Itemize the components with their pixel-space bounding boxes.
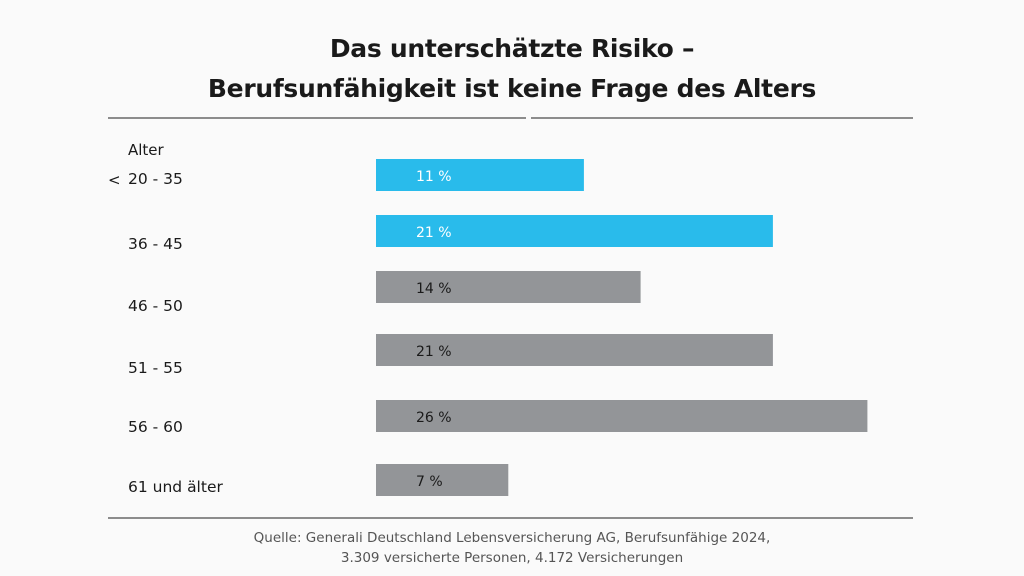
bar-5 [376, 400, 868, 432]
top-divider-right [531, 117, 913, 119]
bar-4 [376, 334, 773, 366]
data-label-4: 21 % [416, 344, 452, 360]
category-label-2: 36 - 45 [128, 235, 183, 253]
data-label-5: 26 % [416, 410, 452, 426]
data-label-2: 21 % [416, 225, 452, 241]
category-label-4: 51 - 55 [128, 359, 183, 377]
top-divider-left [108, 117, 526, 119]
category-label-3: 46 - 50 [128, 297, 183, 315]
category-label-6: 61 und älter [128, 478, 223, 496]
data-label-1: 11 % [416, 169, 452, 185]
bottom-divider [108, 517, 913, 519]
bar-1 [376, 159, 584, 191]
bar-6 [376, 464, 509, 496]
source-line-2: 3.309 versicherte Personen, 4.172 Versic… [340, 550, 684, 566]
bar-3 [376, 271, 641, 303]
bar-2 [376, 215, 773, 247]
data-label-6: 7 % [416, 474, 443, 490]
category-label-1: 20 - 35 [128, 170, 183, 188]
category-prefix: < [108, 171, 121, 189]
category-label-5: 56 - 60 [128, 418, 183, 436]
chart-title-line-2: Berufsunfähigkeit ist keine Frage des Al… [207, 74, 817, 103]
data-label-3: 14 % [416, 281, 452, 297]
chart-title-line-1: Das unterschätzte Risiko – [329, 34, 695, 63]
source-line-1: Quelle: Generali Deutschland Lebensversi… [253, 530, 771, 546]
axis-title-alter: Alter [128, 141, 164, 159]
